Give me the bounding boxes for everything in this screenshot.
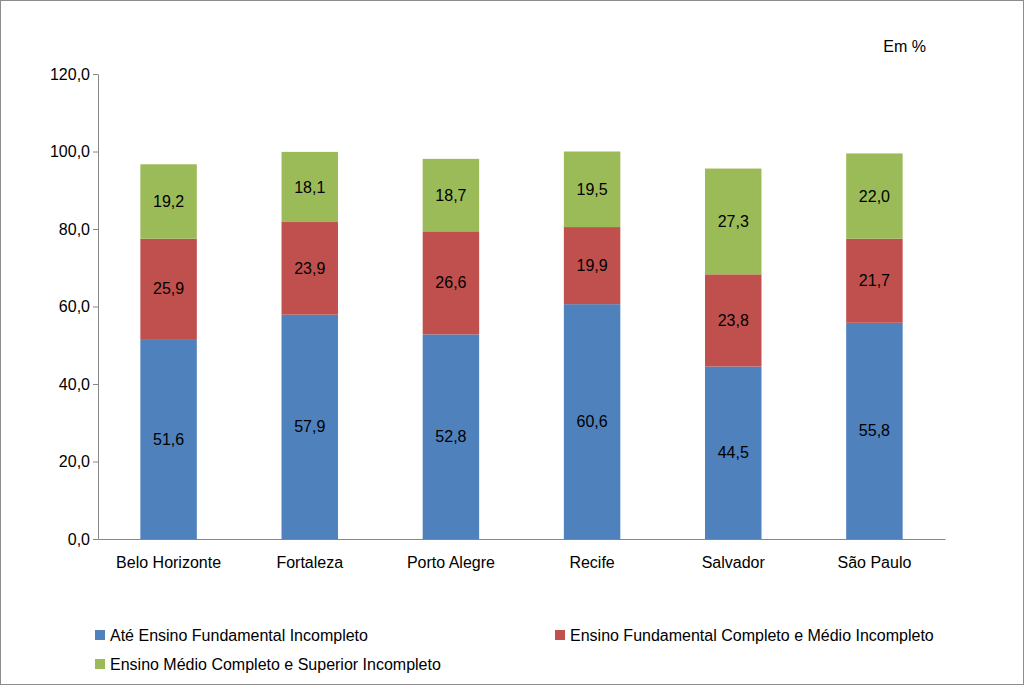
legend-label: Ensino Médio Completo e Superior Incompl… — [110, 656, 441, 673]
data-label: 23,9 — [294, 260, 325, 277]
bar — [282, 152, 338, 222]
bar — [282, 315, 338, 539]
data-label: 23,8 — [718, 312, 749, 329]
tick: 120,0 — [50, 66, 98, 83]
tick: Fortaleza — [276, 539, 343, 571]
bar — [846, 153, 902, 238]
tick: Belo Horizonte — [116, 539, 221, 571]
data-label: 19,2 — [153, 193, 184, 210]
tick-label: São Paulo — [837, 554, 911, 571]
tick-mark — [93, 384, 98, 385]
tick-label: 120,0 — [50, 66, 90, 83]
data-label: 18,1 — [294, 179, 325, 196]
bar — [140, 339, 196, 539]
legend: Até Ensino Fundamental Incompleto Ensino … — [95, 627, 934, 673]
tick-label: 0,0 — [68, 531, 90, 548]
legend-item: Até Ensino Fundamental Incompleto — [95, 627, 368, 644]
tick-mark — [93, 539, 98, 540]
tick: Porto Alegre — [407, 539, 495, 571]
tick: 20,0 — [59, 453, 98, 470]
bar — [564, 227, 620, 304]
data-label: 22,0 — [859, 188, 890, 205]
tick-mark — [93, 152, 98, 153]
tick-label: 20,0 — [59, 453, 90, 470]
series-bars — [140, 152, 902, 275]
data-label: 51,6 — [153, 431, 184, 448]
legend-item: Ensino Fundamental Completo e Médio Inco… — [555, 627, 934, 644]
legend-label: Até Ensino Fundamental Incompleto — [110, 627, 368, 644]
tick-label: Fortaleza — [276, 554, 343, 571]
tick: 40,0 — [59, 376, 98, 393]
tick-mark — [93, 74, 98, 75]
data-label: 19,5 — [577, 181, 608, 198]
axis-line — [99, 539, 946, 540]
data-label: 44,5 — [718, 444, 749, 461]
data-label: 26,6 — [435, 274, 466, 291]
bar — [705, 169, 761, 275]
bar — [282, 222, 338, 315]
axis-line — [98, 75, 99, 540]
tick: Salvador — [702, 539, 766, 571]
bar — [846, 239, 902, 323]
tick: 0,0 — [68, 531, 98, 548]
tick: 100,0 — [50, 143, 98, 160]
bar — [140, 239, 196, 339]
bar — [564, 152, 620, 228]
chart: 51,6 57,9 52,8 60,6 44,5 55,8 25,9 23,9 26,6 19,9… — [0, 0, 1024, 685]
legend-swatch — [555, 630, 565, 640]
tick-label: Salvador — [702, 554, 766, 571]
tick-label: 80,0 — [59, 221, 90, 238]
data-label: 55,8 — [859, 422, 890, 439]
tick-label: Porto Alegre — [407, 554, 495, 571]
tick-label: 100,0 — [50, 143, 90, 160]
frame — [1, 1, 1024, 685]
bar — [564, 304, 620, 539]
annotation: Em % — [883, 38, 926, 55]
bar — [846, 323, 902, 539]
tick: São Paulo — [837, 539, 911, 571]
data-label: 27,3 — [718, 213, 749, 230]
tick-label: Belo Horizonte — [116, 554, 221, 571]
bar — [705, 274, 761, 366]
legend-label: Ensino Fundamental Completo e Médio Inco… — [570, 627, 934, 644]
data-label: 25,9 — [153, 280, 184, 297]
tick: 60,0 — [59, 298, 98, 315]
bar — [423, 334, 479, 539]
tick-mark — [93, 307, 98, 308]
x-axis: Belo Horizonte Fortaleza Porto Alegre Recif… — [99, 539, 946, 571]
bar — [705, 367, 761, 539]
data-label: 21,7 — [859, 272, 890, 289]
tick-label: 40,0 — [59, 376, 90, 393]
legend-swatch — [95, 630, 105, 640]
series-bars — [140, 304, 902, 539]
tick: 80,0 — [59, 221, 98, 238]
data-label: 57,9 — [294, 418, 325, 435]
data-label: 19,9 — [577, 257, 608, 274]
tick-mark — [93, 229, 98, 230]
legend-item: Ensino Médio Completo e Superior Incompl… — [95, 656, 441, 673]
bars — [140, 152, 902, 540]
data-labels: 51,6 57,9 52,8 60,6 44,5 55,8 25,9 23,9 26,6 19,9… — [153, 179, 890, 462]
data-label: 52,8 — [435, 428, 466, 445]
tick: Recife — [569, 539, 614, 571]
legend-swatch — [95, 659, 105, 669]
bar — [423, 231, 479, 334]
tick-label: 60,0 — [59, 298, 90, 315]
y-axis: 0,0 20,0 40,0 60,0 80,0 100,0 120,0 — [50, 66, 99, 548]
tick-mark — [93, 462, 98, 463]
series-bars — [140, 222, 902, 367]
tick-label: Recife — [569, 554, 614, 571]
data-label: 18,7 — [435, 187, 466, 204]
bar — [423, 159, 479, 231]
data-label: 60,6 — [577, 413, 608, 430]
bar — [140, 164, 196, 238]
